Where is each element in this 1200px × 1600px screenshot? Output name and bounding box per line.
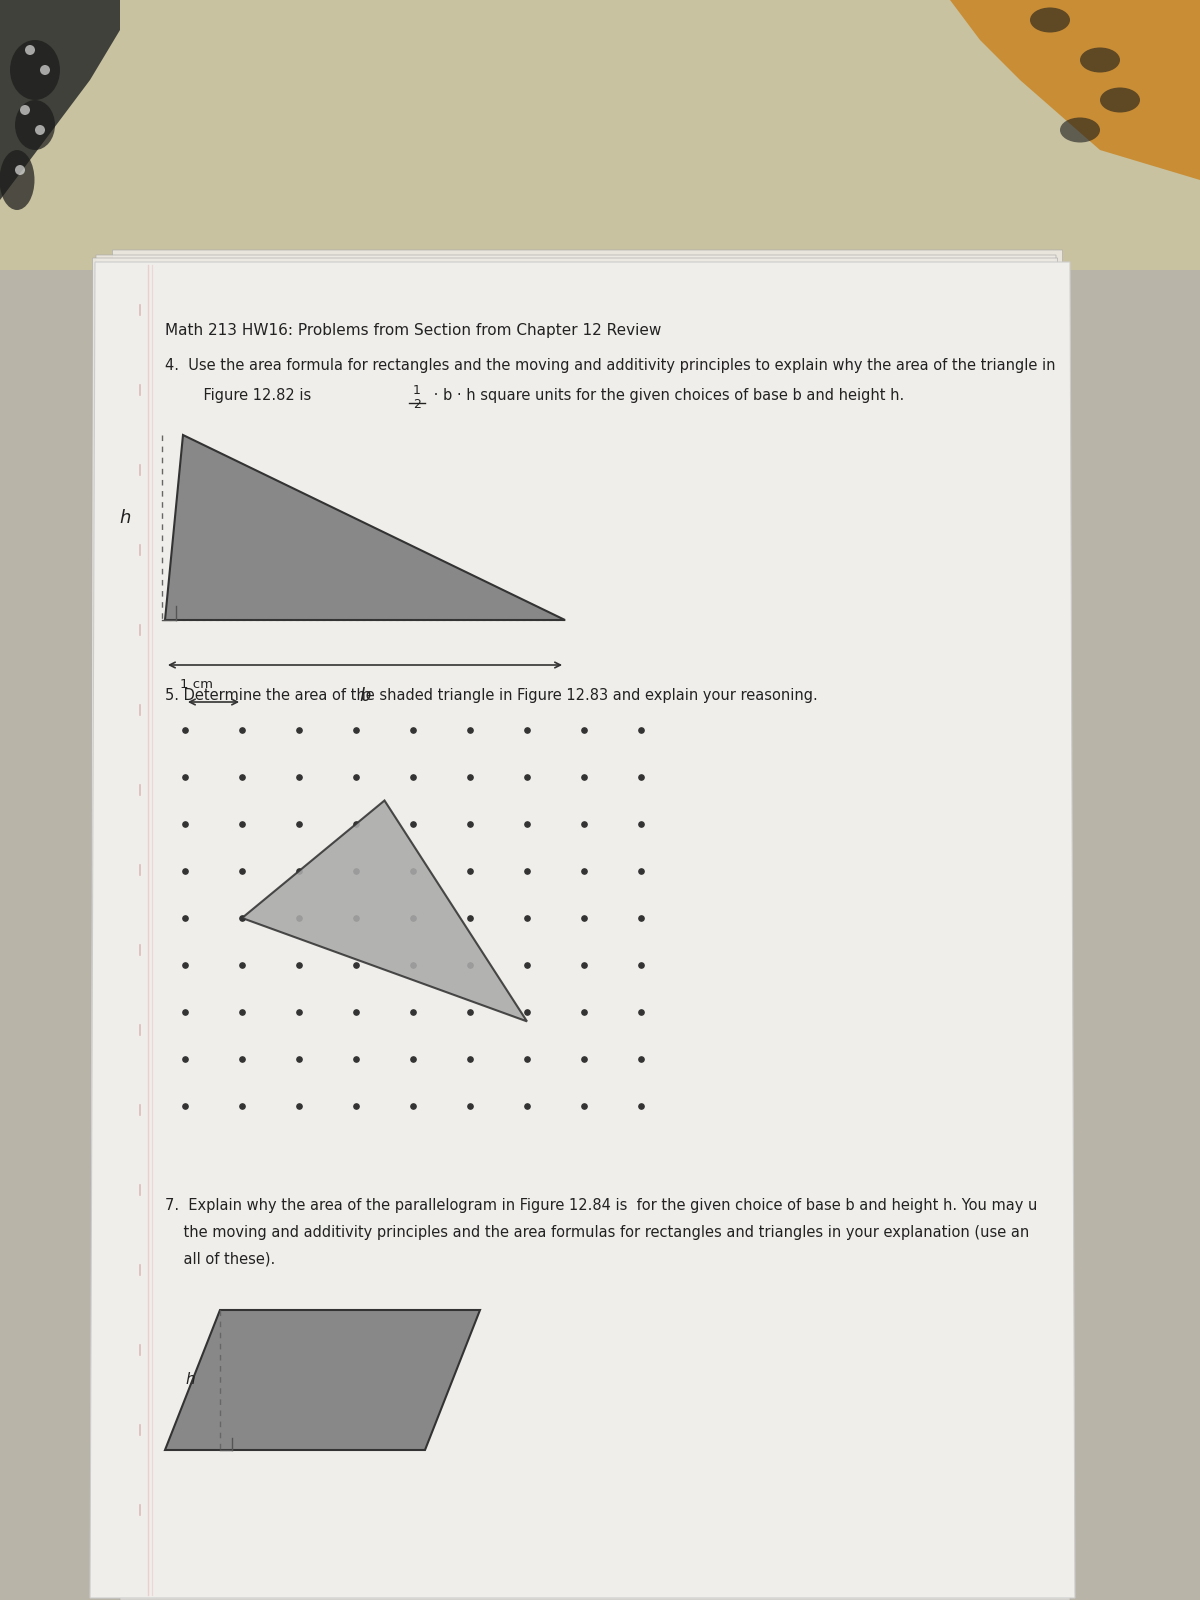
Text: Math 213 HW16: Problems from Section from Chapter 12 Review: Math 213 HW16: Problems from Section fro… [166, 323, 661, 338]
Polygon shape [90, 258, 1057, 1587]
Polygon shape [166, 435, 565, 619]
Circle shape [40, 66, 50, 75]
FancyBboxPatch shape [0, 0, 1200, 270]
Polygon shape [96, 254, 1060, 1595]
Circle shape [14, 165, 25, 174]
Text: · b · h square units for the given choices of base b and height h.: · b · h square units for the given choic… [430, 387, 905, 403]
Ellipse shape [1100, 88, 1140, 112]
Text: h: h [185, 1373, 194, 1387]
Polygon shape [0, 0, 120, 200]
Text: all of these).: all of these). [166, 1251, 275, 1267]
Text: 7.  Explain why the area of the parallelogram in Figure 12.84 is  for the given : 7. Explain why the area of the parallelo… [166, 1198, 1037, 1213]
Polygon shape [242, 800, 527, 1021]
Text: h: h [119, 509, 131, 528]
Ellipse shape [1080, 48, 1120, 72]
Ellipse shape [1030, 8, 1070, 32]
Text: Figure 12.82 is: Figure 12.82 is [185, 387, 316, 403]
Text: 4.  Use the area formula for rectangles and the moving and additivity principles: 4. Use the area formula for rectangles a… [166, 358, 1056, 373]
Ellipse shape [10, 40, 60, 99]
Text: 2: 2 [413, 398, 421, 411]
Text: 1 cm: 1 cm [180, 678, 214, 691]
Text: b: b [359, 686, 371, 706]
Circle shape [20, 106, 30, 115]
Polygon shape [113, 250, 1070, 1600]
Ellipse shape [0, 150, 35, 210]
Polygon shape [90, 262, 1075, 1598]
Text: 5. Determine the area of the shaded triangle in Figure 12.83 and explain your re: 5. Determine the area of the shaded tria… [166, 688, 817, 702]
Text: 1: 1 [413, 384, 421, 397]
Ellipse shape [1060, 117, 1100, 142]
Circle shape [25, 45, 35, 54]
Text: the moving and additivity principles and the area formulas for rectangles and tr: the moving and additivity principles and… [166, 1226, 1030, 1240]
Ellipse shape [14, 99, 55, 150]
Polygon shape [950, 0, 1200, 179]
Circle shape [35, 125, 46, 134]
Polygon shape [166, 1310, 480, 1450]
